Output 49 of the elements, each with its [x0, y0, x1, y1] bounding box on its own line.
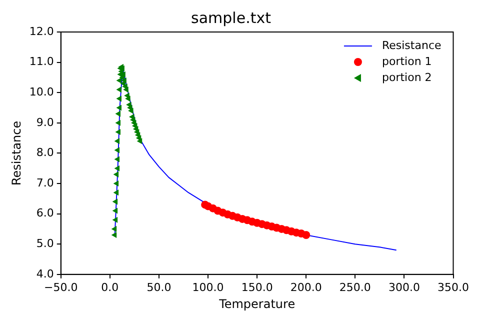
x-tick-label: 0.0 [101, 280, 119, 294]
y-tick-label: 8.0 [36, 146, 54, 160]
y-tick-label: 9.0 [36, 116, 54, 129]
y-axis-title: Resistance [9, 120, 24, 186]
point [116, 77, 122, 84]
x-tick-label: 100.0 [192, 280, 224, 294]
point [114, 165, 120, 172]
point [111, 226, 117, 232]
legend-label: Resistance [382, 38, 442, 52]
x-tick-label: 300.0 [388, 280, 420, 294]
point [125, 96, 130, 102]
point [123, 86, 128, 93]
y-tick-label: 6.0 [36, 206, 54, 220]
x-tick-label: 150.0 [241, 280, 273, 294]
point [115, 120, 121, 126]
y-tick-label: 5.0 [36, 236, 54, 250]
legend-label: portion 2 [382, 70, 432, 84]
x-tick-label: 250.0 [339, 280, 371, 294]
y-tick-label: 12.0 [29, 24, 54, 38]
y-tick-label: 7.0 [36, 176, 54, 190]
point [112, 216, 118, 223]
point [112, 198, 118, 205]
x-tick-label: −50.0 [44, 280, 78, 294]
point [113, 180, 119, 187]
point [114, 138, 120, 144]
point [302, 231, 310, 240]
point [112, 208, 118, 214]
x-tick-label: 50.0 [146, 280, 172, 294]
y-tick-label: 4.0 [36, 267, 54, 280]
point [128, 108, 134, 114]
x-tick-label: 350.0 [438, 280, 470, 294]
point [114, 147, 120, 154]
y-tick-label: 10.0 [29, 85, 54, 98]
y-tick-label: 11.0 [29, 55, 54, 68]
point [116, 96, 122, 102]
point [136, 138, 142, 144]
point [113, 190, 119, 196]
point [121, 77, 126, 84]
point [115, 128, 121, 136]
chart-title: sample.txt [191, 8, 272, 27]
x-axis-title: Temperature [218, 296, 296, 311]
point [113, 171, 119, 178]
point [111, 232, 117, 238]
point [114, 156, 120, 162]
legend-label: portion 1 [382, 54, 432, 68]
x-tick-label: 200.0 [290, 280, 322, 294]
point [116, 104, 122, 111]
point [116, 86, 122, 93]
point [115, 110, 121, 117]
